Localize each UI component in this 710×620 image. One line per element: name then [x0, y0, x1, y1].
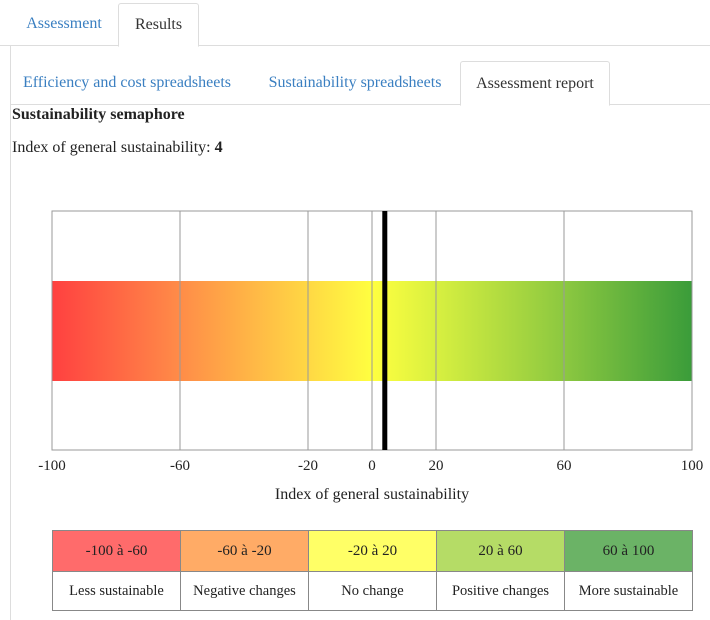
legend-names-row: Less sustainable Negative changes No cha… [52, 571, 693, 611]
results-panel [10, 46, 710, 620]
legend-name-cell: Less sustainable [52, 571, 181, 611]
tab-results[interactable]: Results [118, 3, 199, 47]
x-tick-label: 100 [681, 458, 704, 474]
main-tab-bar [0, 0, 710, 46]
x-tick-label: -60 [170, 458, 190, 474]
section-heading: Sustainability semaphore [12, 106, 185, 123]
x-tick-label: -20 [298, 458, 318, 474]
legend-range-cell: 20 à 60 [436, 530, 565, 572]
tab-assessment-report[interactable]: Assessment report [460, 61, 610, 106]
index-summary: Index of general sustainability: 4 [12, 139, 223, 157]
legend-ranges-row: -100 à -60 -60 à -20 -20 à 20 20 à 60 60… [52, 530, 693, 572]
plot-frame [51, 210, 693, 451]
legend-name-cell: Negative changes [180, 571, 309, 611]
legend-name-cell: Positive changes [436, 571, 565, 611]
legend-range-cell: 60 à 100 [564, 530, 693, 572]
index-value: 4 [214, 139, 223, 156]
index-label: Index of general sustainability: [12, 139, 211, 156]
legend-range-cell: -100 à -60 [52, 530, 181, 572]
x-tick-label: 20 [429, 458, 444, 474]
results-subtab-bar [11, 59, 710, 105]
legend-table: -100 à -60 -60 à -20 -20 à 20 20 à 60 60… [52, 530, 693, 611]
tab-efficiency-spreadsheets[interactable]: Efficiency and cost spreadsheets [22, 74, 232, 91]
x-tick-label: -100 [38, 458, 66, 474]
tab-sustainability-spreadsheets[interactable]: Sustainability spreadsheets [268, 74, 442, 91]
x-tick-label: 60 [557, 458, 572, 474]
x-tick-label: 0 [368, 458, 376, 474]
legend-name-cell: No change [308, 571, 437, 611]
tab-assessment[interactable]: Assessment [26, 15, 102, 32]
legend-range-cell: -20 à 20 [308, 530, 437, 572]
chart-xlabel: Index of general sustainability [274, 486, 470, 503]
legend-name-cell: More sustainable [564, 571, 693, 611]
legend-range-cell: -60 à -20 [180, 530, 309, 572]
